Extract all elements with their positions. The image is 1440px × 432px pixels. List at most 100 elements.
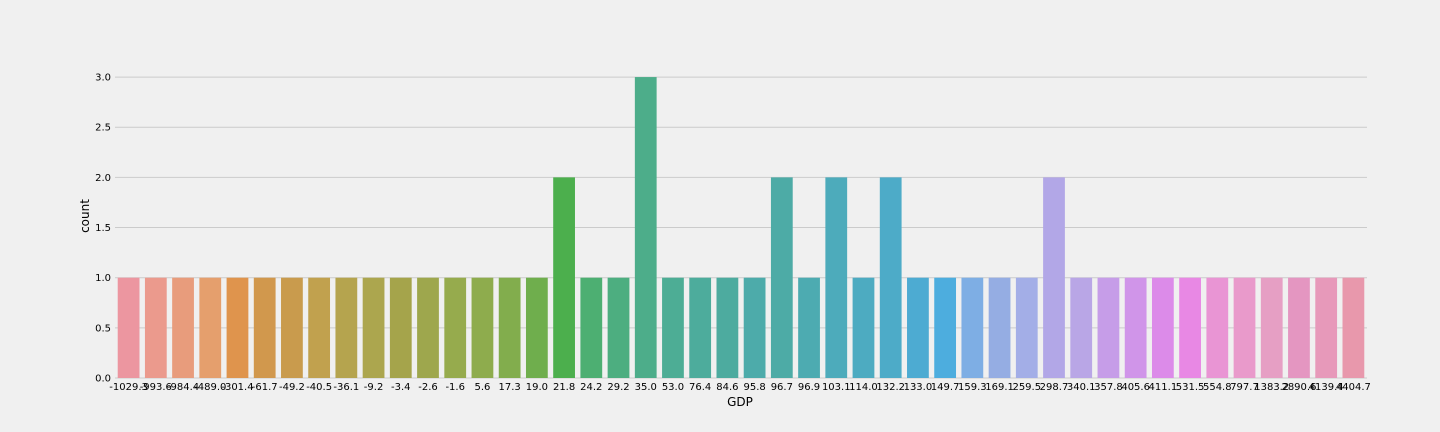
bar — [253, 277, 276, 378]
x-tick-label: 797.7 — [1230, 382, 1259, 393]
x-tick-label: -9.2 — [364, 382, 384, 393]
x-tick-label: 357.8 — [1094, 382, 1123, 393]
bar — [525, 277, 548, 378]
bar — [1043, 177, 1065, 378]
bar — [144, 277, 167, 378]
x-tick-label: 96.7 — [771, 382, 793, 393]
bars — [117, 77, 1365, 378]
bar — [199, 277, 222, 378]
x-tick-label: 96.9 — [798, 382, 820, 393]
x-tick-label: -301.4 — [221, 382, 253, 393]
x-tick-label: -984.4 — [167, 382, 199, 393]
x-tick-label: -489.0 — [194, 382, 226, 393]
x-tick-label: 411.1 — [1149, 382, 1178, 393]
x-tick-label: 4404.7 — [1336, 382, 1371, 393]
x-tick-label: 76.4 — [689, 382, 711, 393]
x-tick-label: 29.2 — [607, 382, 629, 393]
x-tick-label: 103.1 — [822, 382, 851, 393]
bar — [498, 277, 521, 378]
x-tick-label: -49.2 — [279, 382, 305, 393]
x-tick-label: 149.7 — [931, 382, 960, 393]
bar — [1070, 277, 1093, 378]
bar — [444, 277, 467, 378]
x-tick-label: 405.6 — [1121, 382, 1150, 393]
bar — [1206, 277, 1229, 378]
bar — [1015, 277, 1038, 378]
x-tick-label: 132.2 — [876, 382, 905, 393]
bar — [226, 277, 249, 378]
bar — [770, 177, 793, 378]
bar — [580, 277, 603, 378]
bar — [907, 277, 929, 378]
x-tick-label: -40.5 — [306, 382, 332, 393]
bar — [389, 277, 412, 378]
x-tick-label: 17.3 — [499, 382, 521, 393]
bar — [1097, 277, 1120, 378]
bar — [1151, 277, 1174, 378]
bar — [934, 277, 957, 378]
x-tick-label: 340.1 — [1067, 382, 1096, 393]
x-tick-label: 1383.2 — [1254, 382, 1289, 393]
x-tick-label: -2.6 — [418, 382, 438, 393]
x-tick-label: -61.7 — [252, 382, 278, 393]
bar — [471, 277, 494, 378]
x-tick-label: 19.0 — [526, 382, 548, 393]
x-tick-label: -1029.3 — [109, 382, 148, 393]
y-tick-label: 1.0 — [95, 273, 111, 284]
bar — [172, 277, 194, 378]
bar — [1124, 277, 1147, 378]
y-tick-label: 2.0 — [95, 173, 111, 184]
x-tick-label: 53.0 — [662, 382, 684, 393]
x-tick-label: 114.0 — [849, 382, 878, 393]
x-tick-labels: -1029.3-993.6-984.4-489.0-301.4-61.7 -49.… — [109, 382, 1371, 393]
bar — [1233, 277, 1256, 378]
x-tick-label: 259.5 — [1012, 382, 1041, 393]
bar — [1315, 277, 1338, 378]
y-tick-label: 1.5 — [95, 223, 111, 234]
y-tick-label: 0.0 — [95, 374, 111, 385]
x-tick-label: 169.1 — [985, 382, 1014, 393]
bar — [417, 277, 439, 378]
bar — [362, 277, 385, 378]
bar — [607, 277, 630, 378]
x-tick-label: 133.0 — [904, 382, 933, 393]
x-tick-label: 24.2 — [580, 382, 602, 393]
x-tick-label: 2890.6 — [1281, 382, 1316, 393]
bar — [1342, 277, 1365, 378]
x-tick-label: 35.0 — [635, 382, 657, 393]
bar — [798, 277, 820, 378]
x-tick-label: 554.8 — [1203, 382, 1232, 393]
x-tick-label: 21.8 — [553, 382, 575, 393]
bar — [335, 277, 358, 378]
y-tick-label: 3.0 — [95, 73, 111, 84]
bar — [961, 277, 984, 378]
bar — [1288, 277, 1310, 378]
bar — [117, 277, 140, 378]
x-tick-label: -3.4 — [391, 382, 411, 393]
x-tick-label: 531.5 — [1176, 382, 1205, 393]
bar — [879, 177, 902, 378]
y-tick-label: 0.5 — [95, 323, 111, 334]
bar — [662, 277, 684, 378]
x-tick-label: 84.6 — [716, 382, 738, 393]
bar — [743, 277, 766, 378]
x-tick-label: 95.8 — [743, 382, 765, 393]
y-axis-label: count — [78, 199, 92, 233]
bar — [988, 277, 1011, 378]
x-tick-label: 298.7 — [1040, 382, 1069, 393]
bar — [1179, 277, 1201, 378]
x-tick-label: 4139.4 — [1309, 382, 1344, 393]
y-tick-label: 2.5 — [95, 123, 111, 134]
x-axis-label: GDP — [727, 395, 753, 409]
bar — [281, 277, 303, 378]
bar — [852, 277, 875, 378]
x-tick-label: -1.6 — [445, 382, 465, 393]
bar — [825, 177, 848, 378]
x-tick-label: 159.3 — [958, 382, 987, 393]
bar — [553, 177, 575, 378]
bar — [689, 277, 712, 378]
bar — [634, 77, 657, 378]
bar — [308, 277, 331, 378]
x-tick-label: -993.6 — [140, 382, 172, 393]
